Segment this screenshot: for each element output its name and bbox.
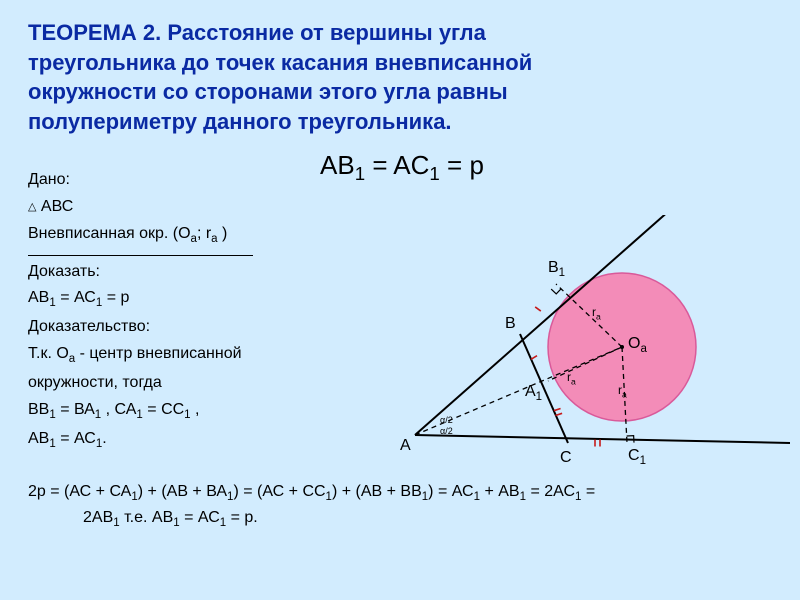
given-heading: Дано: (28, 168, 253, 193)
diagram-label-A1: А1 (525, 383, 542, 403)
given-triangle: △ АВС (28, 195, 253, 220)
diagram-label-A: А (400, 437, 411, 455)
geometry-diagram: А В С А1 В1 С1 Оа ra ra ra α/2α/2 (370, 215, 790, 485)
prove-line: АВ1 = АС1 = р (28, 286, 253, 313)
divider-line (28, 255, 253, 256)
diagram-label-C1: С1 (628, 447, 646, 467)
diagram-label-alpha2: α/2 (440, 426, 453, 436)
title-line-2: треугольника до точек касания вневписанн… (28, 50, 532, 75)
given-excircle: Вневписанная окр. (Oa; ra ) (28, 222, 253, 249)
diagram-label-ra2: ra (567, 370, 576, 386)
diagram-label-ra1: ra (592, 305, 601, 321)
diagram-label-alpha1: α/2 (440, 415, 453, 425)
given-block: Дано: △ АВС Вневписанная окр. (Oa; ra ) … (28, 168, 253, 456)
diagram-label-B: В (505, 315, 516, 333)
diagram-label-B1: В1 (548, 259, 565, 279)
diagram-label-ra3: ra (618, 383, 627, 399)
main-equation: AB1 = AC1 = p (320, 150, 484, 185)
diagram-label-Oa: Оа (628, 335, 647, 355)
theorem-title: ТЕОРЕМА 2. Расстояние от вершины угла тр… (28, 18, 772, 137)
proof-heading: Доказательство: (28, 315, 253, 340)
proof-line-4: АВ1 = АС1. (28, 427, 253, 454)
slide-page: ТЕОРЕМА 2. Расстояние от вершины угла тр… (0, 0, 800, 600)
proof-2p-line-2: 2АВ1 т.е. АВ1 = АС1 = р. (28, 506, 768, 532)
diagram-svg (370, 215, 790, 485)
title-line-3: окружности со сторонами этого угла равны (28, 79, 508, 104)
title-line-4: полупериметру данного треугольника. (28, 109, 452, 134)
title-line-1: ТЕОРЕМА 2. Расстояние от вершины угла (28, 20, 486, 45)
prove-heading: Доказать: (28, 260, 253, 285)
proof-line-1: Т.к. Оа - центр вневписанной (28, 342, 253, 369)
diagram-label-C: С (560, 449, 572, 467)
proof-line-3: ВВ1 = ВА1 , СА1 = СС1 , (28, 398, 253, 425)
proof-line-2: окружности, тогда (28, 371, 253, 396)
